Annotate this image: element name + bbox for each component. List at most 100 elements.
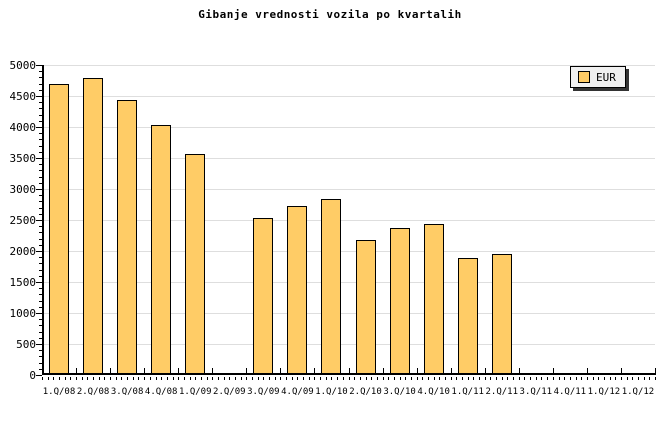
- y-tick-label: 3000: [9, 183, 37, 196]
- x-minor-tick: [269, 377, 271, 380]
- y-minor-tick: [39, 71, 42, 73]
- x-minor-tick: [274, 377, 276, 380]
- x-minor-tick: [110, 377, 112, 380]
- x-minor-tick: [93, 377, 95, 380]
- y-minor-tick: [39, 368, 42, 370]
- y-minor-tick: [39, 213, 42, 215]
- x-tick-label: 1.Q/10: [315, 387, 348, 397]
- x-minor-tick: [524, 377, 526, 380]
- bar: [253, 218, 274, 375]
- legend: EUR: [570, 66, 626, 88]
- x-minor-tick: [637, 377, 639, 380]
- y-major-tick: [36, 96, 42, 97]
- gridline: [42, 282, 655, 283]
- x-minor-tick: [127, 377, 129, 380]
- y-minor-tick: [39, 288, 42, 290]
- x-major-tick: [144, 368, 146, 375]
- x-minor-tick: [552, 377, 554, 380]
- x-minor-tick: [87, 377, 89, 380]
- x-tick-label: 1.Q/12: [587, 387, 621, 397]
- x-major-tick: [484, 368, 486, 375]
- x-minor-tick: [586, 377, 588, 380]
- x-tick-label: 1.Q/11: [451, 387, 484, 397]
- y-major-tick: [36, 189, 42, 190]
- x-minor-tick: [405, 377, 407, 380]
- x-minor-tick: [252, 377, 253, 380]
- y-major-tick: [36, 127, 42, 128]
- x-minor-tick: [592, 377, 594, 380]
- x-minor-tick: [314, 377, 316, 380]
- x-minor-tick: [223, 377, 225, 380]
- x-minor-tick: [121, 377, 123, 380]
- x-minor-tick: [513, 377, 515, 380]
- y-minor-tick: [39, 170, 42, 172]
- y-minor-tick: [39, 114, 42, 116]
- x-minor-tick: [161, 377, 163, 380]
- x-minor-tick: [81, 377, 83, 380]
- x-minor-tick: [240, 377, 242, 380]
- gridline: [42, 65, 655, 66]
- x-minor-tick: [547, 377, 549, 380]
- bar: [185, 154, 206, 375]
- y-tick-label: 1500: [9, 276, 37, 289]
- x-minor-tick: [308, 377, 310, 380]
- x-minor-tick: [649, 377, 651, 380]
- gridline: [42, 189, 655, 190]
- y-minor-tick: [39, 201, 42, 203]
- y-minor-tick: [39, 139, 42, 141]
- y-minor-tick: [39, 337, 42, 339]
- x-minor-tick: [320, 377, 322, 380]
- x-major-tick: [552, 368, 554, 375]
- y-minor-tick: [39, 319, 42, 321]
- x-major-tick: [586, 368, 588, 375]
- y-minor-tick: [39, 325, 42, 327]
- x-minor-tick: [286, 377, 288, 380]
- y-minor-tick: [39, 77, 42, 79]
- x-minor-tick: [490, 377, 492, 380]
- x-minor-tick: [342, 377, 344, 380]
- x-minor-tick: [569, 377, 571, 380]
- plot-area: [36, 65, 656, 380]
- x-minor-tick: [410, 377, 412, 380]
- x-major-tick: [212, 368, 214, 375]
- x-minor-tick: [620, 377, 622, 380]
- x-tick-label: 3.Q/09: [247, 387, 280, 397]
- x-minor-tick: [138, 377, 140, 380]
- y-minor-tick: [39, 269, 42, 271]
- x-minor-tick: [575, 377, 577, 380]
- bar: [321, 198, 342, 375]
- x-tick-label: 2.Q/08: [76, 387, 110, 397]
- x-minor-tick: [212, 377, 214, 380]
- gridline: [42, 127, 655, 128]
- bar: [49, 83, 70, 375]
- y-minor-tick: [39, 263, 42, 265]
- x-tick-label: 4.Q/09: [281, 387, 314, 397]
- x-tick-label: 2.Q/10: [349, 387, 382, 397]
- x-minor-tick: [59, 377, 61, 380]
- x-minor-tick: [178, 377, 180, 380]
- bar: [389, 228, 410, 375]
- bar: [117, 99, 138, 375]
- x-minor-tick: [462, 377, 464, 380]
- x-minor-tick: [166, 377, 168, 380]
- x-minor-tick: [200, 377, 202, 380]
- bars-layer: [42, 65, 655, 375]
- y-minor-tick: [39, 362, 42, 364]
- y-minor-tick: [39, 356, 42, 358]
- x-tick-label: 2.Q/09: [213, 387, 246, 397]
- x-minor-tick: [229, 377, 231, 380]
- y-major-tick: [36, 220, 42, 221]
- legend-label: EUR: [596, 70, 616, 84]
- legend-swatch-icon: [578, 71, 590, 83]
- x-minor-tick: [98, 377, 100, 380]
- x-minor-tick: [376, 377, 378, 380]
- y-minor-tick: [39, 145, 42, 147]
- x-minor-tick: [581, 377, 583, 380]
- bar: [457, 257, 478, 375]
- x-minor-tick: [507, 377, 509, 380]
- x-major-tick: [518, 368, 520, 375]
- x-minor-tick: [427, 377, 429, 380]
- x-minor-tick: [632, 377, 634, 380]
- x-minor-tick: [382, 377, 384, 380]
